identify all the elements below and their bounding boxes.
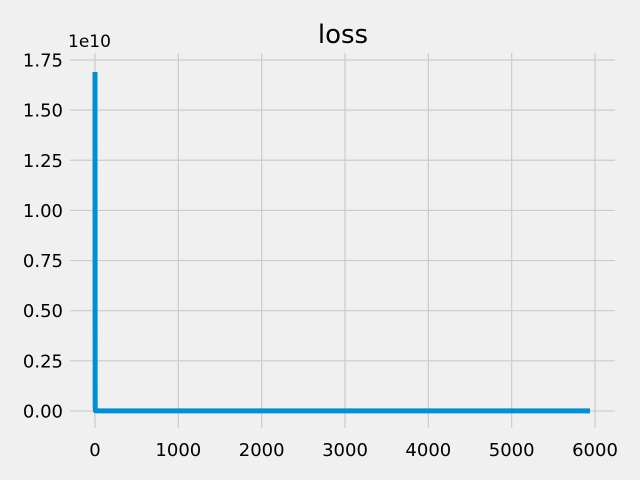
y-tick-label: 1.75 <box>23 51 63 72</box>
x-tick-label: 1000 <box>155 440 201 461</box>
y-tick-label: 0.25 <box>23 351 63 372</box>
x-tick-label: 3000 <box>322 440 368 461</box>
x-tick-label: 0 <box>89 440 100 461</box>
y-axis-ticks: 0.00 0.25 0.50 0.75 1.00 1.25 1.50 1.75 <box>23 51 63 423</box>
y-tick-label: 0.00 <box>23 401 63 422</box>
y-tick-label: 1.00 <box>23 201 63 222</box>
x-axis-ticks: 0 1000 2000 3000 4000 5000 6000 <box>89 440 618 461</box>
y-axis-offset-label: 1e10 <box>68 32 111 52</box>
y-tick-label: 1.25 <box>23 151 63 172</box>
y-tick-label: 0.75 <box>23 251 63 272</box>
grid <box>70 53 615 428</box>
x-tick-label: 2000 <box>239 440 285 461</box>
y-tick-label: 0.50 <box>23 301 63 322</box>
x-tick-label: 5000 <box>489 440 535 461</box>
x-tick-label: 6000 <box>572 440 618 461</box>
loss-series-line <box>92 72 590 414</box>
y-tick-label: 1.50 <box>23 101 63 122</box>
chart-title: loss <box>318 20 368 50</box>
series-layer <box>92 72 590 414</box>
x-tick-label: 4000 <box>405 440 451 461</box>
